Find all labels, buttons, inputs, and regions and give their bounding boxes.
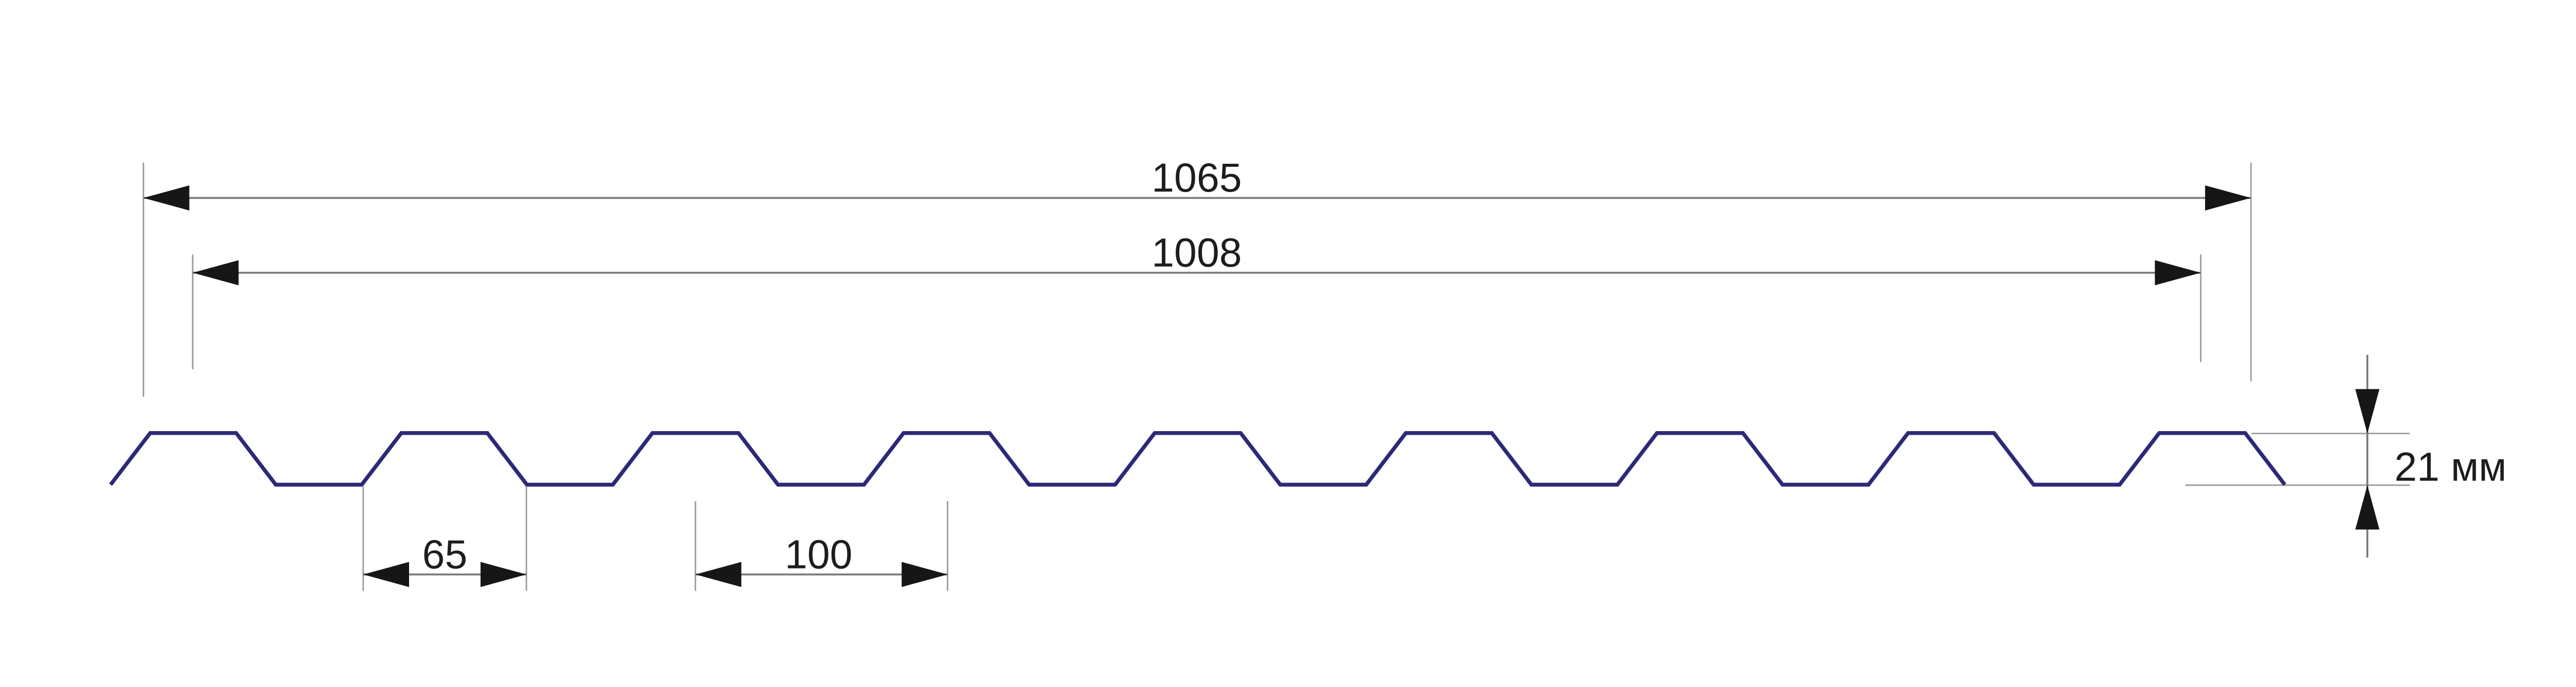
dim-working-arrow-right <box>2155 260 2201 285</box>
dim-working-label: 1008 <box>1151 230 1242 275</box>
dim-height-arrow-bottom <box>2355 485 2380 530</box>
drawing-canvas: 1065 1008 65 100 21 мм <box>109 155 2507 591</box>
dim-working-arrow-left <box>193 260 239 285</box>
dim-rib-arrow-right <box>480 562 527 587</box>
profile-sheet-drawing: 1065 1008 65 100 21 мм <box>109 155 2507 591</box>
dim-overall-width: 1065 <box>143 155 2252 397</box>
dim-rib-base: 65 <box>362 486 528 591</box>
dim-working-width: 1008 <box>192 230 2202 370</box>
dim-wave-pitch: 100 <box>694 501 948 591</box>
dim-pitch-label: 100 <box>785 531 852 577</box>
dim-overall-arrow-left <box>143 185 190 211</box>
dim-pitch-arrow-left <box>695 562 741 587</box>
dim-profile-height: 21 мм <box>2185 354 2507 558</box>
dim-pitch-arrow-right <box>902 562 948 587</box>
dim-overall-arrow-right <box>2205 185 2251 211</box>
dim-overall-label: 1065 <box>1151 155 1242 200</box>
dim-height-label: 21 мм <box>2395 444 2507 490</box>
dim-height-arrow-top <box>2355 389 2380 434</box>
dim-rib-arrow-left <box>363 562 409 587</box>
dim-rib-label: 65 <box>422 531 468 577</box>
sheet-profile <box>109 431 2286 487</box>
